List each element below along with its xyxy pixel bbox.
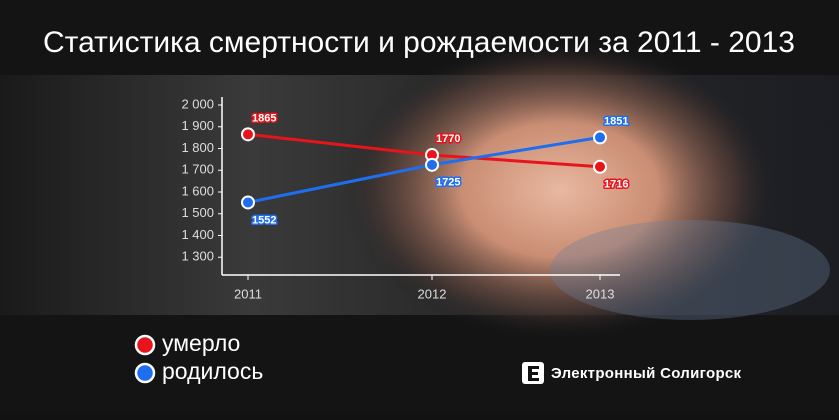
- x-tick-label: 2012: [418, 286, 447, 301]
- value-label: 1851: [604, 115, 628, 127]
- brand-logo: Электронный Солигорск: [522, 362, 742, 384]
- x-tick-label: 2011: [234, 286, 262, 301]
- value-label: 1865: [252, 112, 276, 124]
- data-point: [593, 159, 607, 174]
- legend-label: умерло: [162, 330, 240, 356]
- chart-title: Статистика смертности и рождаемости за 2…: [43, 26, 795, 59]
- data-point: [241, 195, 255, 210]
- data-point: [593, 130, 607, 145]
- y-tick-label: 1 600: [181, 183, 214, 198]
- y-tick-label: 1 800: [181, 140, 214, 155]
- y-tick-label: 1 300: [181, 249, 214, 264]
- brand-name: Электронный Солигорск: [551, 365, 742, 382]
- legend-label: родилось: [162, 358, 263, 384]
- y-tick-label: 1 400: [181, 227, 214, 242]
- x-tick-label: 2013: [586, 286, 615, 301]
- photo-clothes: [550, 220, 830, 320]
- value-label: 1552: [252, 214, 276, 226]
- logo-glyph: [528, 366, 539, 381]
- y-tick-label: 1 700: [181, 162, 214, 177]
- value-label: 1716: [604, 179, 628, 191]
- data-point: [425, 157, 439, 172]
- data-point: [241, 127, 255, 142]
- value-label: 1725: [436, 177, 460, 189]
- y-tick-label: 1 900: [181, 118, 214, 133]
- value-label: 1770: [436, 133, 460, 145]
- photo-baby: [340, 40, 780, 340]
- legend-marker: [134, 362, 156, 384]
- y-tick-label: 2 000: [181, 96, 214, 111]
- y-tick-label: 1 500: [181, 205, 214, 220]
- legend-marker: [134, 334, 156, 356]
